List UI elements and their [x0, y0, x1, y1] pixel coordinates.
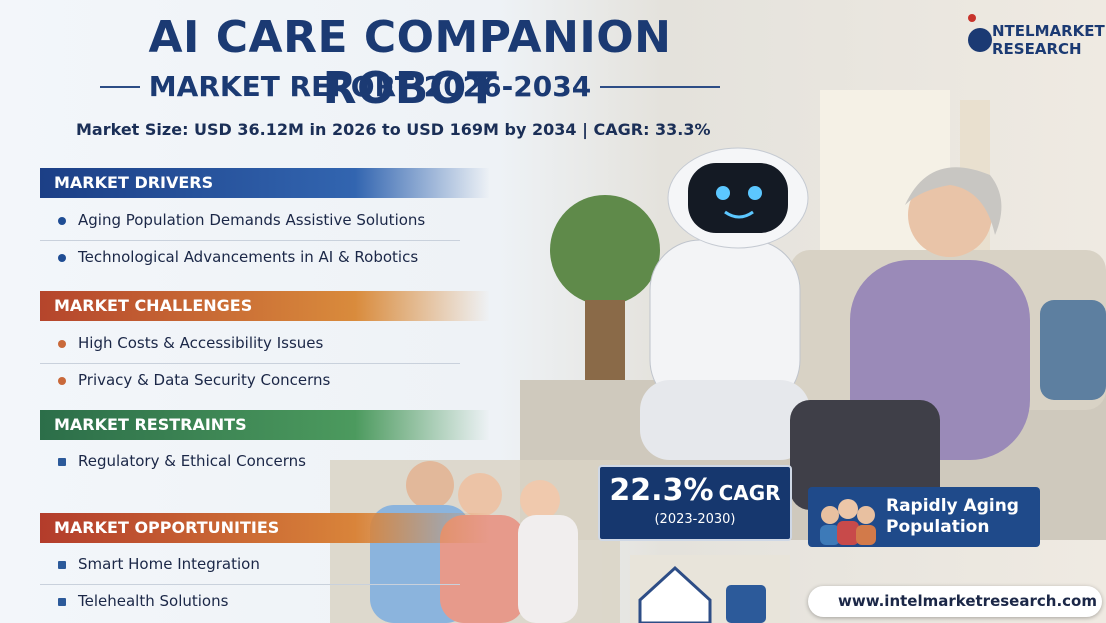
cagr-label: CAGR	[718, 481, 781, 505]
rule	[600, 86, 720, 88]
section-header: MARKET DRIVERS	[40, 168, 490, 198]
website-text[interactable]: www.intelmarketresearch.com	[838, 592, 1097, 610]
robot-eye	[748, 186, 762, 200]
cagr-line: 22.3% CAGR	[600, 473, 790, 508]
list-item: Aging Population Demands Assistive Solut…	[58, 211, 425, 229]
list-item: Regulatory & Ethical Concerns	[58, 452, 306, 470]
section-header: MARKET RESTRAINTS	[40, 410, 490, 440]
aging-text: Rapidly Aging Population	[886, 496, 1019, 537]
people-icon	[820, 499, 876, 545]
robot-base	[640, 380, 810, 460]
logo-icon	[968, 28, 992, 52]
grandma-face	[458, 473, 502, 517]
pillow	[1040, 300, 1106, 400]
lock-icon	[726, 585, 766, 623]
rule	[100, 86, 140, 88]
logo-line: RESEARCH	[992, 40, 1082, 58]
plant-pot	[585, 300, 625, 380]
woman-face	[908, 173, 992, 257]
aging-badge: Rapidly Aging Population	[808, 487, 1040, 547]
list-item: Telehealth Solutions	[58, 592, 228, 610]
section-header: MARKET OPPORTUNITIES	[40, 513, 490, 543]
section-header: MARKET CHALLENGES	[40, 291, 490, 321]
plant	[550, 195, 660, 305]
robot-eye	[716, 186, 730, 200]
list-item: High Costs & Accessibility Issues	[58, 334, 323, 352]
grandpa-face	[406, 461, 454, 509]
home-icon	[638, 565, 712, 623]
cagr-badge: 22.3% CAGR (2023-2030)	[598, 465, 792, 541]
separator	[40, 584, 460, 585]
child-top	[518, 515, 578, 623]
summary: Market Size: USD 36.12M in 2026 to USD 1…	[76, 120, 711, 139]
subtitle: MARKET REPORT 2026-2034	[148, 70, 592, 103]
separator	[40, 240, 460, 241]
cagr-value: 22.3%	[609, 473, 714, 508]
robot-smile	[724, 210, 754, 219]
title: AI CARE COMPANION ROBOT	[148, 12, 672, 114]
separator	[40, 363, 460, 364]
website[interactable]: www.intelmarketresearch.com	[808, 586, 1102, 617]
cagr-period: (2023-2030)	[654, 512, 736, 527]
child-face	[520, 480, 560, 520]
logo-dot	[968, 14, 976, 22]
logo-line: NTELMARKET	[992, 22, 1105, 40]
list-item: Technological Advancements in AI & Robot…	[58, 248, 418, 266]
robot-face	[688, 163, 788, 233]
woman-legs	[790, 400, 940, 510]
list-item: Privacy & Data Security Concerns	[58, 371, 330, 389]
woman-hair	[905, 167, 1002, 235]
list-item: Smart Home Integration	[58, 555, 260, 573]
logo: NTELMARKET RESEARCH	[992, 22, 1105, 58]
